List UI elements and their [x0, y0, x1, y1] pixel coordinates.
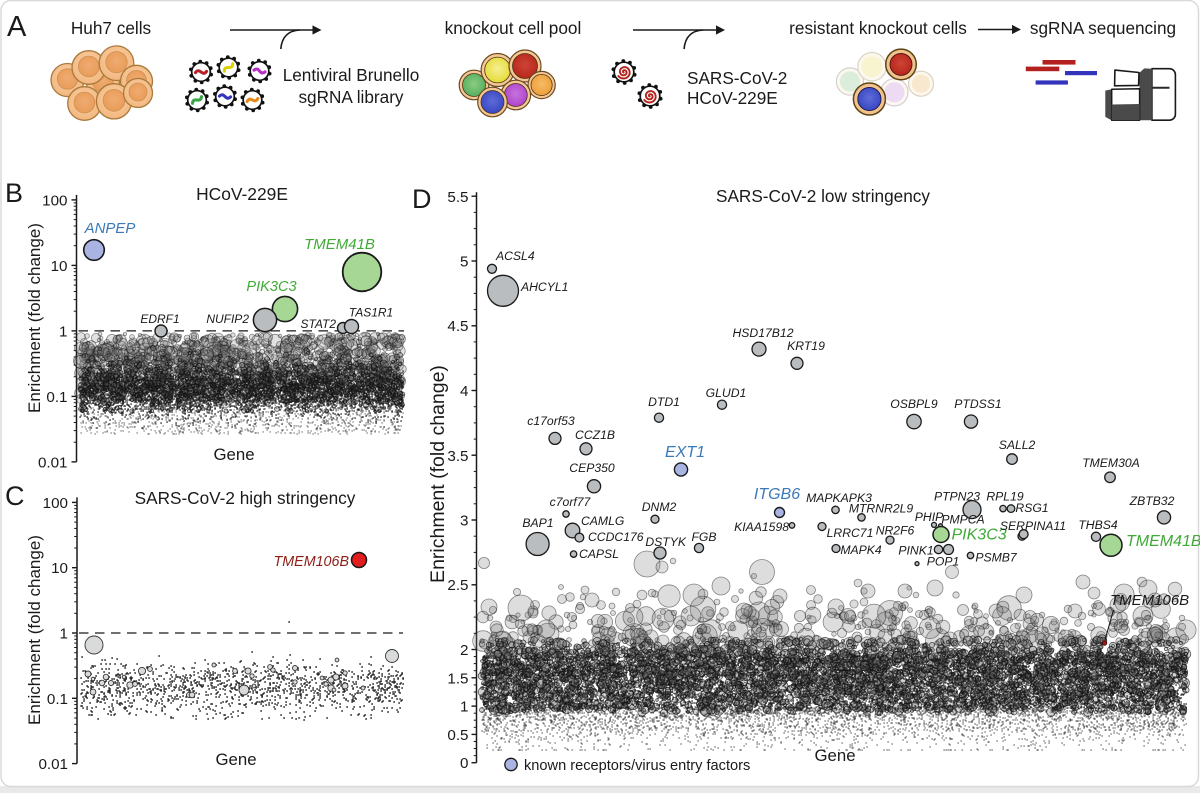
svg-text:SARS-CoV-2 low stringency: SARS-CoV-2 low stringency	[716, 186, 930, 206]
svg-text:3.5: 3.5	[447, 448, 468, 465]
svg-text:A: A	[7, 11, 27, 43]
svg-text:0.01: 0.01	[38, 454, 68, 471]
svg-text:Enrichment (fold change): Enrichment (fold change)	[25, 223, 44, 413]
svg-text:10: 10	[51, 258, 68, 275]
svg-text:5: 5	[460, 254, 468, 271]
svg-text:2.5: 2.5	[447, 577, 468, 594]
svg-text:100: 100	[43, 495, 68, 512]
svg-text:D: D	[412, 184, 432, 214]
svg-text:2: 2	[460, 642, 468, 659]
svg-text:SARS-CoV-2: SARS-CoV-2	[687, 68, 787, 88]
svg-text:sgRNA library: sgRNA library	[298, 87, 403, 107]
svg-text:Enrichment (fold change): Enrichment (fold change)	[25, 535, 44, 725]
svg-text:1: 1	[59, 323, 67, 340]
svg-text:B: B	[5, 178, 23, 208]
svg-text:sgRNA sequencing: sgRNA sequencing	[1030, 18, 1176, 38]
svg-text:0.1: 0.1	[47, 691, 68, 708]
svg-text:0: 0	[460, 755, 468, 772]
svg-text:knockout cell pool: knockout cell pool	[445, 18, 582, 38]
svg-text:1.5: 1.5	[447, 670, 468, 687]
svg-text:4.5: 4.5	[447, 318, 468, 335]
svg-text:C: C	[5, 481, 25, 511]
svg-text:10: 10	[51, 560, 68, 577]
svg-text:0.5: 0.5	[447, 727, 468, 744]
svg-text:3: 3	[460, 513, 468, 530]
svg-text:SARS-CoV-2 high stringency: SARS-CoV-2 high stringency	[135, 488, 356, 508]
svg-text:0.1: 0.1	[46, 389, 67, 406]
svg-text:100: 100	[42, 192, 67, 209]
svg-text:resistant knockout cells: resistant knockout cells	[789, 18, 967, 38]
svg-text:Gene: Gene	[814, 746, 855, 765]
svg-text:Gene: Gene	[213, 445, 254, 464]
svg-text:Huh7 cells: Huh7 cells	[71, 18, 151, 38]
svg-text:1: 1	[60, 626, 68, 643]
svg-text:Gene: Gene	[215, 750, 256, 769]
svg-text:5.5: 5.5	[447, 189, 468, 206]
svg-text:HCoV-229E: HCoV-229E	[196, 184, 288, 204]
svg-text:HCoV-229E: HCoV-229E	[687, 88, 778, 108]
svg-text:Enrichment (fold change): Enrichment (fold change)	[427, 365, 449, 583]
svg-text:4: 4	[460, 383, 468, 400]
svg-text:Lentiviral Brunello: Lentiviral Brunello	[283, 65, 420, 85]
svg-text:0.01: 0.01	[38, 756, 68, 773]
svg-text:1: 1	[460, 699, 468, 716]
